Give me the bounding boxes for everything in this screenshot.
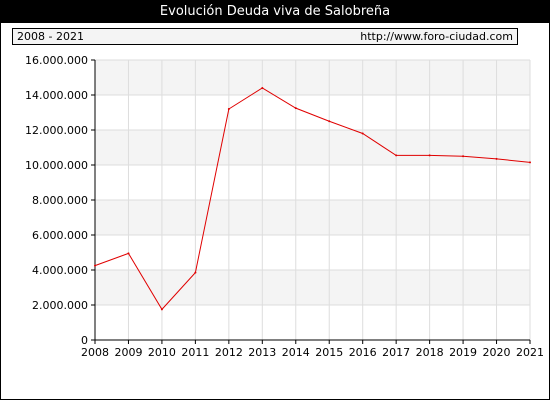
data-point bbox=[94, 264, 96, 267]
x-tick-label: 2010 bbox=[148, 346, 176, 359]
data-point bbox=[529, 161, 531, 164]
x-tick-label: 2018 bbox=[416, 346, 444, 359]
data-point bbox=[160, 308, 163, 311]
data-point bbox=[227, 108, 230, 110]
grid-lines bbox=[95, 59, 531, 340]
site-link[interactable]: http://www.foro-ciudad.com bbox=[360, 30, 513, 43]
x-tick-label: 2021 bbox=[516, 346, 544, 359]
y-tick-label: 0 bbox=[81, 334, 88, 347]
x-tick-label: 2016 bbox=[349, 346, 377, 359]
year-range-label: 2008 - 2021 bbox=[17, 30, 84, 43]
x-tick-label: 2019 bbox=[449, 346, 477, 359]
plot-band bbox=[95, 60, 530, 95]
plot-bands bbox=[95, 60, 530, 305]
x-axis-ticks: 2008 2009 2010 2011 2012 2013 2014 2015 2016 2017… bbox=[81, 340, 544, 359]
y-axis-ticks: 0 2.000.000 4.000.000 6.000.000 8.000.000 10.… bbox=[25, 54, 95, 347]
data-point bbox=[428, 154, 431, 157]
y-tick-label: 6.000.000 bbox=[32, 229, 88, 242]
data-point bbox=[194, 271, 197, 274]
y-tick-label: 4.000.000 bbox=[32, 264, 88, 277]
x-tick-label: 2015 bbox=[315, 346, 343, 359]
plot-band bbox=[95, 130, 530, 165]
x-tick-label: 2013 bbox=[248, 346, 276, 359]
series-line bbox=[94, 87, 531, 311]
x-tick-label: 2020 bbox=[483, 346, 511, 359]
x-tick-label: 2008 bbox=[81, 346, 109, 359]
info-bar: 2008 - 2021 http://www.foro-ciudad.com bbox=[12, 28, 518, 45]
data-point bbox=[361, 132, 364, 135]
y-tick-label: 10.000.000 bbox=[25, 159, 88, 172]
x-tick-label: 2009 bbox=[114, 346, 142, 359]
plot-band bbox=[95, 270, 530, 305]
y-tick-label: 14.000.000 bbox=[25, 89, 88, 102]
x-tick-label: 2014 bbox=[282, 346, 310, 359]
y-tick-label: 8.000.000 bbox=[32, 194, 88, 207]
series-group bbox=[94, 87, 531, 311]
data-point bbox=[328, 120, 331, 123]
data-point bbox=[495, 157, 498, 160]
y-tick-label: 16.000.000 bbox=[25, 54, 88, 67]
data-point bbox=[395, 154, 398, 157]
x-tick-label: 2017 bbox=[382, 346, 410, 359]
y-tick-label: 2.000.000 bbox=[32, 299, 88, 312]
plot-band bbox=[95, 200, 530, 235]
x-tick-label: 2011 bbox=[181, 346, 209, 359]
data-point bbox=[261, 87, 264, 89]
data-point bbox=[127, 252, 130, 255]
y-tick-label: 12.000.000 bbox=[25, 124, 88, 137]
data-point bbox=[462, 155, 465, 158]
data-point bbox=[294, 107, 297, 110]
x-tick-label: 2012 bbox=[215, 346, 243, 359]
chart-title: Evolución Deuda viva de Salobreña bbox=[1, 1, 549, 23]
